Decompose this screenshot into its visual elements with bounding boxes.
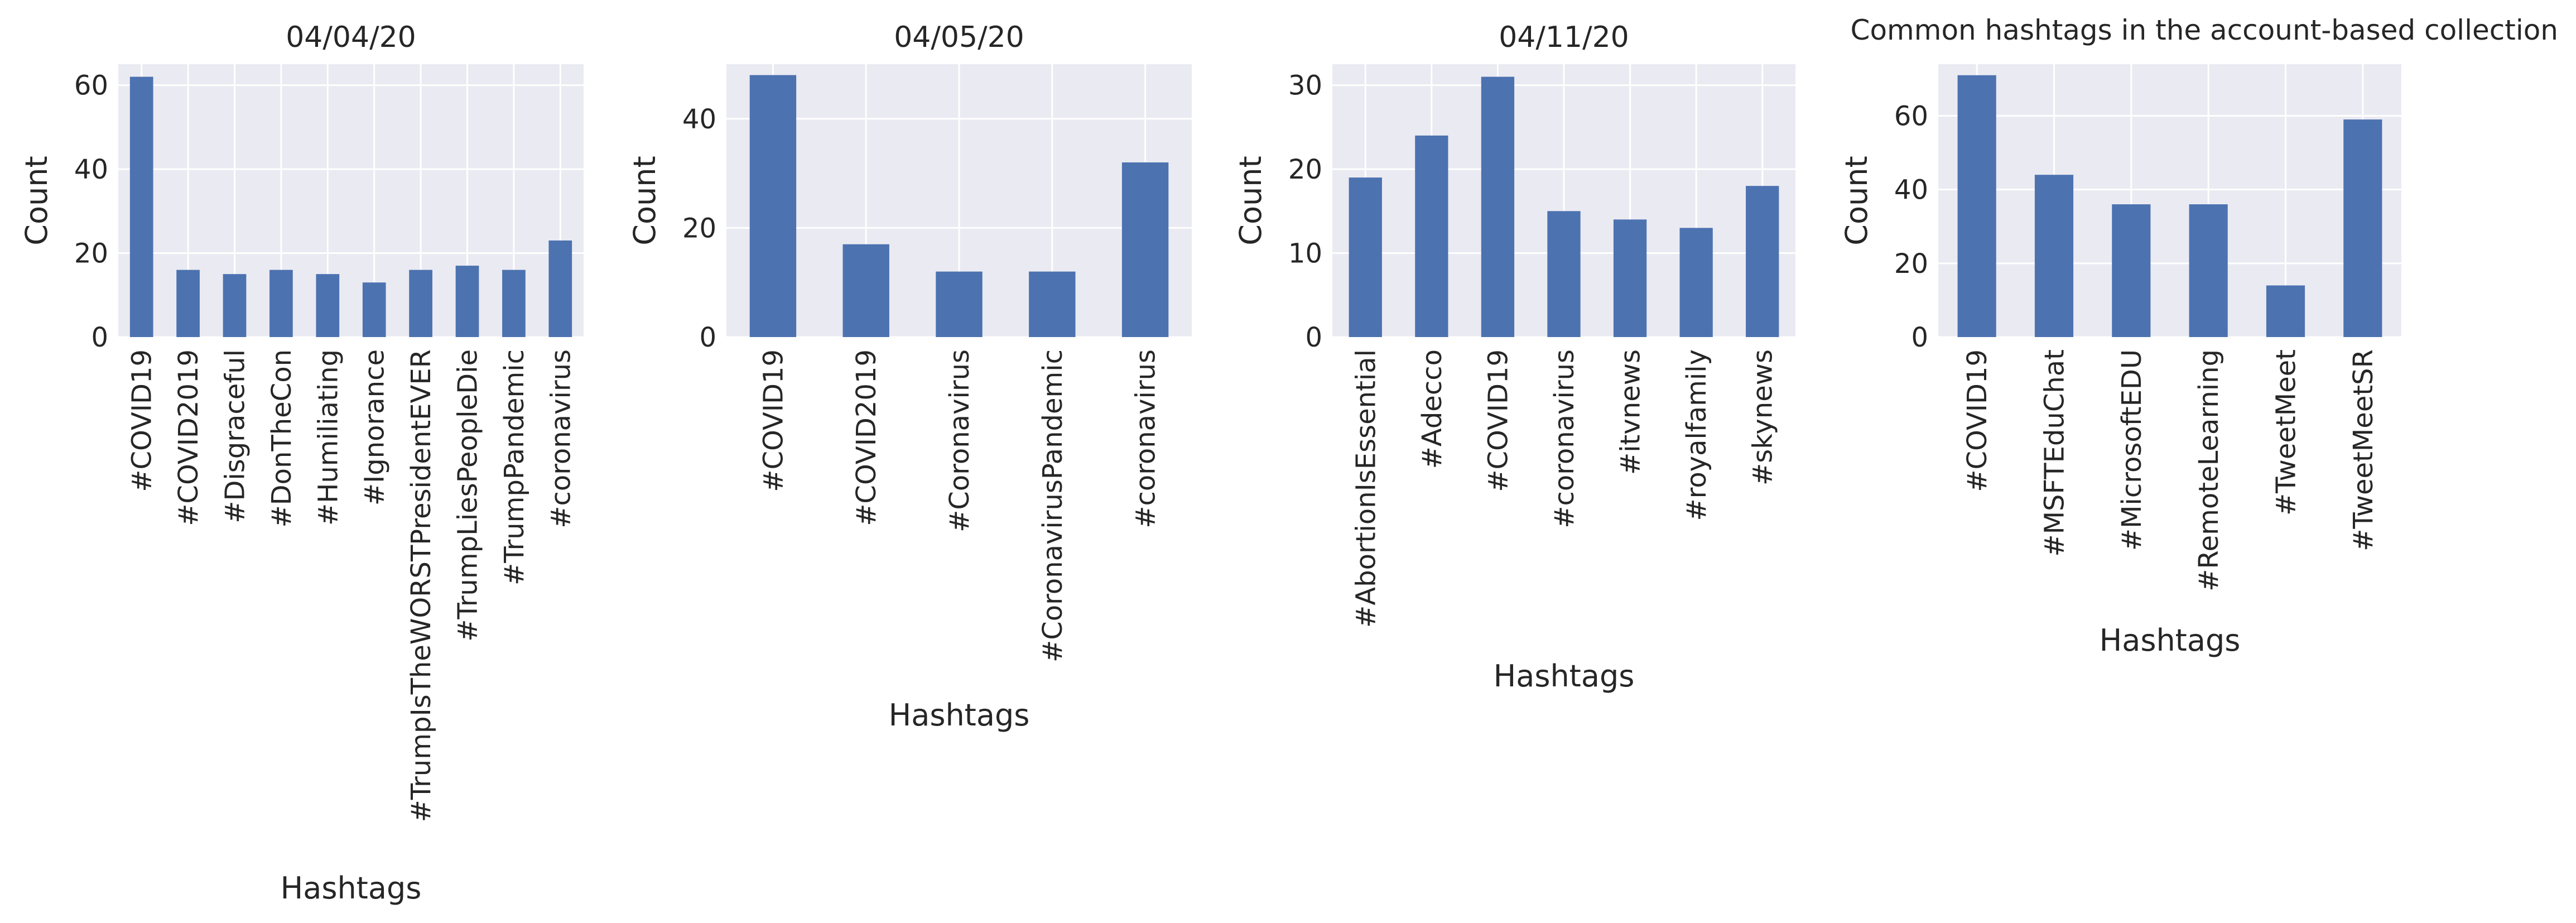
chart-title: 04/04/20 — [286, 21, 416, 54]
x-tick-label: #Ignorance — [359, 349, 391, 506]
x-tick-label: #Adecco — [1417, 349, 1448, 469]
bar-disgraceful — [223, 274, 247, 337]
y-tick-label: 40 — [1894, 175, 1928, 206]
chart-panel-1: 0 20 40 60 #COVID19 #COVID2019 #Disgraceful #Do… — [19, 21, 584, 906]
x-tick-label: #Humiliating — [312, 349, 344, 526]
y-tick-label: 20 — [1288, 154, 1322, 185]
x-tick-label: #TrumpPandemic — [499, 349, 530, 585]
bar-tweetmeetsr — [2343, 119, 2382, 337]
x-tick-label: #AbortionIsEssential — [1350, 349, 1381, 628]
bar-royalfamily — [1679, 228, 1713, 337]
y-tick-label: 40 — [682, 104, 716, 135]
x-tick-label: #royalfamily — [1681, 349, 1712, 521]
x-tick-label: #RemoteLearning — [2193, 349, 2224, 592]
x-tick-label: #COVID19 — [758, 349, 789, 492]
bar-covid19 — [1957, 75, 1996, 337]
y-tick-label: 20 — [1894, 248, 1928, 280]
x-tick-label: #coronavirus — [1549, 349, 1580, 528]
figure-suptitle: Common hashtags in the account-based col… — [1851, 14, 2558, 46]
bar-ignorance — [362, 282, 386, 337]
x-axis-label: Hashtags — [889, 698, 1030, 733]
chart-title: 04/11/20 — [1499, 21, 1629, 54]
y-tick-label: 20 — [682, 213, 716, 244]
bar-covid2019 — [176, 270, 200, 337]
x-tick-label: #COVID2019 — [851, 349, 882, 526]
x-tick-label: #Coronavirus — [944, 349, 975, 532]
bar-humiliating — [316, 274, 340, 337]
y-tick-label: 30 — [1288, 70, 1322, 102]
x-tick-label: #coronavirus — [545, 349, 576, 528]
bar-abortionisessential — [1349, 177, 1382, 337]
y-tick-label: 60 — [74, 70, 108, 102]
x-tick-label: #coronavirus — [1130, 349, 1162, 528]
y-tick-label: 40 — [74, 154, 108, 185]
x-tick-label: #MSFTEduChat — [2039, 349, 2071, 557]
bar-coronavirus — [1547, 211, 1581, 337]
x-axis-label: Hashtags — [2100, 623, 2241, 658]
y-tick-label: 0 — [91, 322, 108, 353]
y-axis-label: Count — [1839, 156, 1874, 245]
x-tick-label: #TweetMeet — [2271, 349, 2302, 516]
bar-coronavirus — [1121, 162, 1169, 337]
chart-panel-3: 0 10 20 30 #AbortionIsEssential #Adecco #COVID… — [1233, 21, 1795, 694]
bar-msfteduchat — [2034, 175, 2074, 337]
bar-skynews — [1746, 186, 1779, 337]
bar-microsoftedu — [2112, 204, 2151, 337]
bar-trumpistheworstpresidentever — [409, 270, 432, 337]
y-tick-label: 20 — [74, 238, 108, 270]
x-tick-label: #Disgraceful — [220, 349, 251, 523]
bar-trumpliespeopledie — [455, 266, 479, 337]
x-tick-label: #DonTheCon — [266, 349, 297, 528]
bar-remotelearning — [2189, 204, 2228, 337]
y-axis-label: Count — [627, 156, 662, 245]
y-tick-label: 10 — [1288, 238, 1322, 270]
y-tick-label: 0 — [699, 322, 716, 353]
x-tick-label: #itvnews — [1615, 349, 1646, 475]
y-axis-label: Count — [1233, 156, 1268, 245]
bar-trumppandemic — [502, 270, 526, 337]
bar-covid19 — [749, 75, 797, 337]
x-tick-label: #TweetMeetSR — [2348, 349, 2379, 551]
x-axis-label: Hashtags — [281, 871, 422, 906]
chart-panel-4: 0 20 40 60 #COVID19 #MSFTEduChat #MicrosoftEDU… — [1839, 64, 2401, 658]
y-tick-label: 60 — [1894, 101, 1928, 132]
x-tick-label: #skynews — [1747, 349, 1779, 485]
bar-coronaviruspandemic — [1029, 271, 1076, 337]
y-tick-label: 0 — [1911, 322, 1928, 353]
x-tick-label: #COVID2019 — [173, 349, 204, 526]
x-axis-label: Hashtags — [1494, 658, 1635, 694]
bar-adecco — [1415, 135, 1448, 337]
x-tick-label: #COVID19 — [1482, 349, 1514, 492]
x-tick-label: #COVID19 — [1962, 349, 1993, 492]
bar-covid19 — [129, 76, 153, 338]
y-tick-label: 0 — [1305, 322, 1322, 353]
chart-title: 04/05/20 — [894, 21, 1024, 54]
y-axis-label: Count — [19, 156, 54, 245]
chart-panel-2: 0 20 40 #COVID19 #COVID2019 #Coronavirus #Coro… — [627, 21, 1192, 733]
bar-covid19 — [1481, 76, 1515, 338]
x-tick-label: #CoronavirusPandemic — [1037, 349, 1068, 662]
bar-covid2019 — [842, 244, 889, 337]
bar-donthecon — [269, 270, 293, 337]
bar-itvnews — [1613, 219, 1647, 337]
x-tick-label: #MicrosoftEDU — [2116, 349, 2148, 551]
x-tick-label: #TrumpLiesPeopleDie — [452, 349, 484, 642]
bar-tweetmeet — [2266, 285, 2305, 337]
plot-area — [1938, 64, 2401, 337]
x-tick-label: #TrumpIsTheWORSTPresidentEVER — [406, 349, 437, 822]
bar-coronavirus — [936, 271, 983, 337]
bar-coronavirus — [548, 240, 572, 337]
x-tick-label: #COVID19 — [127, 349, 158, 492]
